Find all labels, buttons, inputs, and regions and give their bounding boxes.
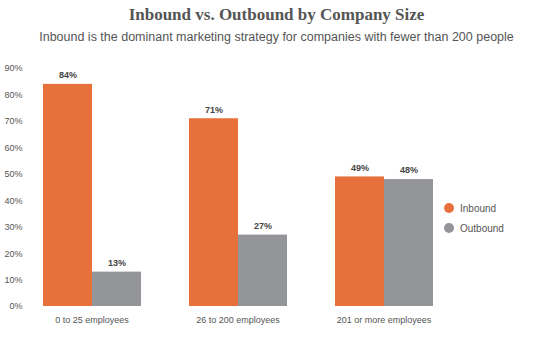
svg-text:50%: 50% [4, 169, 22, 179]
svg-text:49%: 49% [351, 163, 369, 173]
svg-text:30%: 30% [4, 222, 22, 232]
svg-text:10%: 10% [4, 275, 22, 285]
html-text:Inbound: Inbound [460, 202, 497, 214]
svg-text:90%: 90% [4, 63, 22, 73]
svg-text:26 to 200 employees: 26 to 200 employees [196, 315, 280, 325]
svg-text:60%: 60% [4, 143, 22, 153]
svg-text:40%: 40% [4, 196, 22, 206]
svg-text:70%: 70% [4, 116, 22, 126]
html-text:Outbound: Outbound [460, 222, 504, 234]
svg-text:0%: 0% [9, 301, 22, 311]
svg-text:80%: 80% [4, 90, 22, 100]
svg-text:13%: 13% [108, 258, 126, 268]
svg-text:0 to 25 employees: 0 to 25 employees [55, 315, 129, 325]
svg-text:71%: 71% [205, 105, 223, 115]
html-text:Inbound is the dominant market: Inbound is the dominant marketing strate… [39, 30, 514, 44]
svg-text:20%: 20% [4, 248, 22, 258]
svg-text:27%: 27% [254, 221, 272, 231]
svg-text:84%: 84% [59, 70, 77, 80]
svg-text:201 or more employees: 201 or more employees [337, 315, 432, 325]
html-text:Inbound vs. Outbound by Compan: Inbound vs. Outbound by Company Size [128, 5, 425, 24]
svg-text:48%: 48% [400, 165, 418, 175]
